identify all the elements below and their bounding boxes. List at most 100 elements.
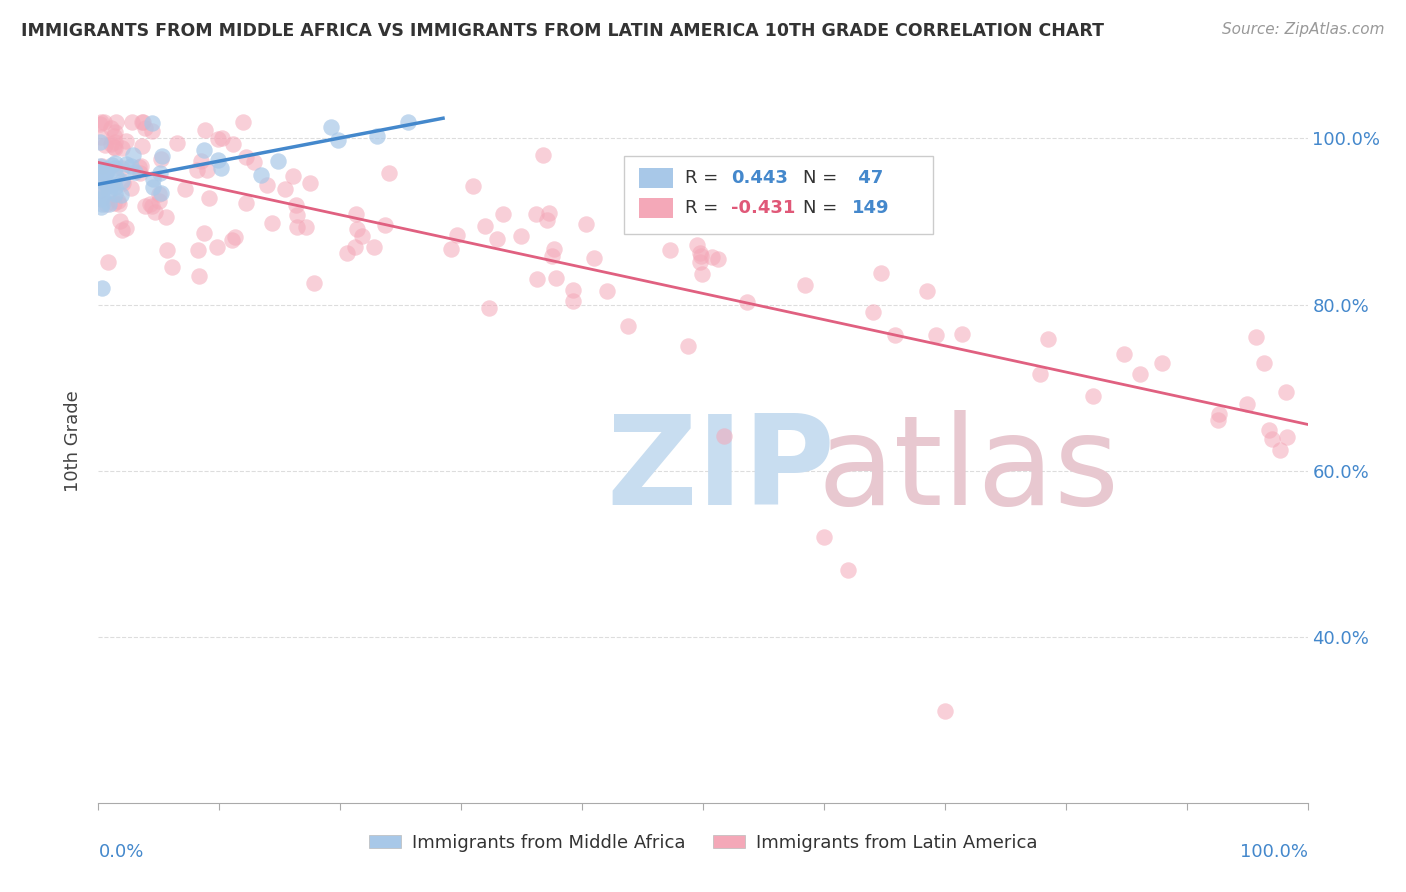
Point (1236, 397, 1258, 411)
Point (690, 268, 713, 282)
Point (104, 125, 127, 139)
Text: R =: R = (685, 169, 724, 186)
Point (478, 301, 501, 316)
Point (706, 252, 728, 267)
Point (222, 136, 245, 151)
Point (104, 135, 127, 149)
Point (100, 120, 122, 135)
Point (129, 159, 152, 173)
Point (1152, 356, 1174, 370)
Point (689, 255, 711, 269)
Point (352, 228, 374, 243)
Point (120, 159, 142, 173)
Point (224, 229, 246, 244)
Point (274, 182, 297, 196)
FancyBboxPatch shape (624, 156, 932, 235)
Point (104, 156, 127, 170)
Point (197, 163, 219, 178)
Point (285, 220, 308, 235)
Point (131, 115, 153, 129)
Point (89, 117, 111, 131)
Point (101, 177, 124, 191)
Point (115, 220, 138, 235)
Point (128, 160, 150, 174)
Point (676, 339, 699, 353)
Point (463, 179, 485, 194)
Point (187, 268, 209, 283)
Point (281, 169, 304, 183)
Point (91, 174, 114, 188)
Point (235, 150, 257, 164)
Point (148, 166, 170, 180)
Point (398, 115, 420, 129)
Point (1208, 407, 1230, 421)
Point (562, 284, 585, 298)
Point (299, 176, 322, 190)
Point (104, 180, 127, 194)
Point (813, 530, 835, 544)
Point (91, 189, 114, 203)
Point (124, 165, 146, 179)
Point (1112, 346, 1135, 360)
Point (148, 187, 170, 202)
Point (94, 138, 117, 153)
Point (166, 136, 188, 150)
Point (104, 140, 127, 154)
Point (295, 220, 318, 235)
Point (108, 214, 131, 228)
Point (121, 115, 143, 129)
Point (284, 198, 307, 212)
FancyBboxPatch shape (638, 168, 673, 188)
Point (260, 216, 283, 230)
Point (374, 219, 396, 233)
Point (735, 295, 758, 310)
Point (131, 115, 153, 129)
Text: 0.443: 0.443 (731, 169, 787, 186)
Point (690, 250, 713, 264)
Point (100, 137, 122, 152)
Point (193, 143, 215, 157)
Text: atlas: atlas (818, 410, 1121, 531)
Point (90, 129, 112, 144)
Point (94, 197, 117, 211)
Point (89, 136, 111, 150)
Point (689, 246, 711, 260)
Text: 100.0%: 100.0% (1240, 843, 1308, 861)
Point (343, 240, 366, 254)
Point (209, 161, 232, 175)
Text: 0.0%: 0.0% (98, 843, 143, 861)
Point (509, 228, 531, 243)
Point (103, 140, 125, 154)
Point (561, 294, 583, 309)
Point (149, 186, 172, 200)
Point (616, 318, 638, 333)
Point (103, 195, 125, 210)
Point (524, 207, 547, 221)
Point (89, 173, 111, 187)
Point (141, 124, 163, 138)
FancyBboxPatch shape (638, 198, 673, 219)
Point (111, 222, 134, 236)
Point (235, 195, 257, 210)
Point (91, 281, 114, 295)
Point (302, 276, 325, 290)
Point (575, 217, 598, 231)
Point (193, 122, 215, 136)
Text: R =: R = (685, 199, 724, 217)
Point (104, 161, 127, 176)
Point (702, 250, 724, 264)
Point (93, 115, 115, 129)
Point (104, 187, 127, 202)
Point (142, 180, 165, 194)
Point (626, 204, 648, 219)
Point (104, 169, 127, 184)
Point (713, 429, 735, 443)
Point (232, 115, 254, 129)
Point (344, 207, 367, 221)
Point (103, 128, 125, 143)
Point (89, 159, 111, 173)
Point (934, 705, 956, 719)
Point (659, 243, 682, 257)
Point (111, 161, 134, 176)
Point (160, 260, 183, 274)
